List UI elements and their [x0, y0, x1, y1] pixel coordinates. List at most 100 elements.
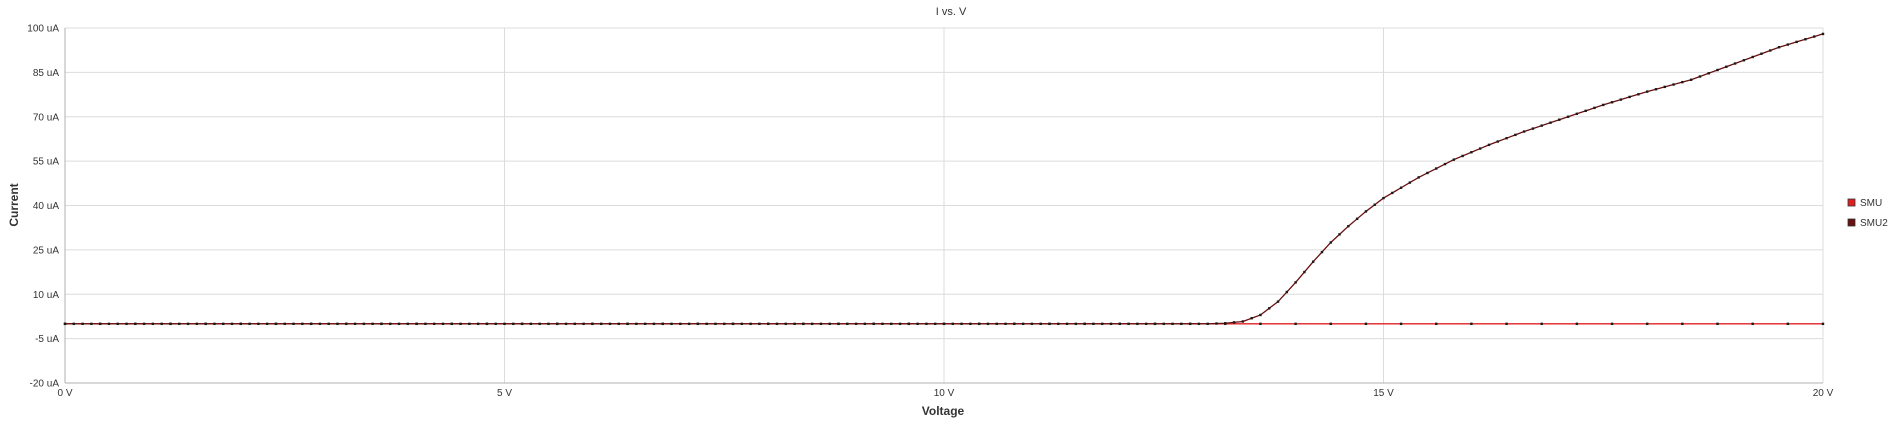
data-point-smu2 [1452, 158, 1456, 161]
data-point-smu2 [1663, 85, 1666, 89]
data-point-smu2 [995, 322, 998, 326]
data-point-smu2 [1373, 203, 1376, 206]
data-point-smu2 [1039, 322, 1042, 326]
y-tick-label: 25 uA [33, 245, 59, 256]
data-point-smu2 [389, 322, 392, 326]
data-point-smu [1294, 322, 1297, 326]
data-point-smu2 [1628, 95, 1631, 99]
data-point-smu2 [178, 322, 181, 326]
data-point-smu2 [309, 322, 313, 326]
data-point-smu2 [679, 322, 682, 326]
legend[interactable]: SMU SMU2 [1847, 198, 1888, 229]
data-point-smu2 [1136, 322, 1139, 326]
data-point-smu2 [151, 322, 155, 326]
data-point-smu2 [424, 322, 427, 326]
x-axis-title: Voltage [922, 404, 965, 418]
data-point-smu2 [204, 322, 207, 326]
data-point-smu2 [652, 322, 656, 326]
data-point-smu2 [1004, 322, 1007, 326]
data-point-smu2 [986, 322, 990, 326]
data-point-smu2 [969, 322, 972, 326]
data-point-smu2 [1232, 321, 1236, 324]
data-point-smu2 [257, 322, 260, 326]
data-point-smu2 [160, 322, 163, 326]
data-point-smu [1399, 322, 1403, 326]
data-point-smu2 [538, 322, 541, 326]
data-point-smu2 [749, 322, 752, 326]
data-point-smu2 [1795, 40, 1798, 44]
data-point-smu2 [863, 322, 867, 326]
data-point-smu2 [1320, 250, 1324, 254]
data-point-smu2 [1742, 59, 1746, 62]
data-point-smu2 [1654, 88, 1658, 91]
data-point-smu2 [1391, 191, 1394, 195]
data-point-smu2 [1575, 112, 1579, 115]
data-point-smu2 [142, 322, 146, 326]
data-point-smu2 [1637, 93, 1640, 96]
data-point-smu [1329, 322, 1332, 326]
data-point-smu2 [1408, 181, 1412, 184]
data-point-smu2 [1725, 65, 1728, 68]
data-point-smu2 [907, 322, 911, 326]
x-tick-labels: 0 V 5 V 10 V 15 V 20 V [57, 388, 1833, 399]
legend-item-smu2[interactable]: SMU2 [1847, 218, 1888, 229]
data-point-smu2 [1268, 307, 1271, 310]
data-point-smu2 [1646, 90, 1649, 93]
legend-item-smu[interactable]: SMU [1847, 198, 1882, 209]
data-point-smu2 [1821, 32, 1825, 36]
data-point-smu2 [1426, 171, 1429, 175]
data-point-smu2 [854, 322, 858, 326]
data-point-smu2 [63, 322, 67, 326]
data-point-smu2 [1619, 98, 1623, 101]
x-tick-label: 5 V [497, 388, 512, 399]
data-point-smu2 [353, 322, 357, 326]
data-point-smu2 [1065, 322, 1069, 326]
data-point-smu2 [116, 322, 119, 326]
data-point-smu2 [1338, 233, 1341, 236]
data-point-smu2 [1558, 118, 1561, 121]
y-tick-label: 40 uA [33, 201, 59, 212]
data-point-smu2 [450, 322, 453, 326]
data-point-smu2 [1303, 270, 1306, 274]
data-point-smu2 [1101, 322, 1104, 326]
data-point-smu2 [564, 322, 568, 326]
data-point-smu2 [898, 322, 902, 326]
data-point-smu2 [415, 322, 418, 326]
data-point-smu2 [1399, 186, 1403, 189]
data-point-smu2 [1171, 322, 1174, 326]
data-point-smu2 [872, 322, 875, 326]
data-point-smu [1470, 322, 1473, 326]
data-point-smu2 [397, 322, 401, 326]
series [63, 32, 1825, 326]
data-point-smu2 [591, 322, 594, 326]
data-point-smu2 [485, 322, 489, 326]
data-point-smu2 [1355, 217, 1359, 221]
data-point-smu2 [107, 322, 111, 326]
data-point-smu2 [635, 322, 638, 326]
data-point-smu2 [1030, 322, 1034, 326]
y-tick-label: 100 uA [27, 24, 59, 35]
data-point-smu2 [468, 322, 471, 326]
data-point-smu2 [608, 322, 612, 326]
data-point-smu2 [1048, 322, 1051, 326]
legend-swatch-smu [1847, 198, 1856, 207]
data-point-smu2 [1522, 130, 1526, 133]
data-point-smu2 [283, 322, 286, 326]
data-point-smu2 [1259, 313, 1262, 317]
data-point-smu2 [582, 322, 585, 326]
data-point-smu2 [670, 322, 673, 326]
data-point-smu2 [213, 322, 216, 326]
data-point-smu [1435, 322, 1438, 326]
data-point-smu2 [476, 322, 480, 326]
data-point-smu2 [125, 322, 128, 326]
data-point-smu2 [977, 322, 981, 326]
y-tick-label: -20 uA [30, 379, 60, 390]
data-point-smu2 [810, 322, 814, 326]
data-point-smu2 [1153, 322, 1157, 326]
data-point-smu2 [529, 322, 533, 326]
data-point-smu2 [1180, 322, 1183, 326]
data-point-smu2 [1417, 176, 1420, 179]
data-point-smu2 [1118, 322, 1121, 326]
data-point-smu2 [916, 322, 919, 326]
legend-label-smu2: SMU2 [1860, 218, 1888, 229]
